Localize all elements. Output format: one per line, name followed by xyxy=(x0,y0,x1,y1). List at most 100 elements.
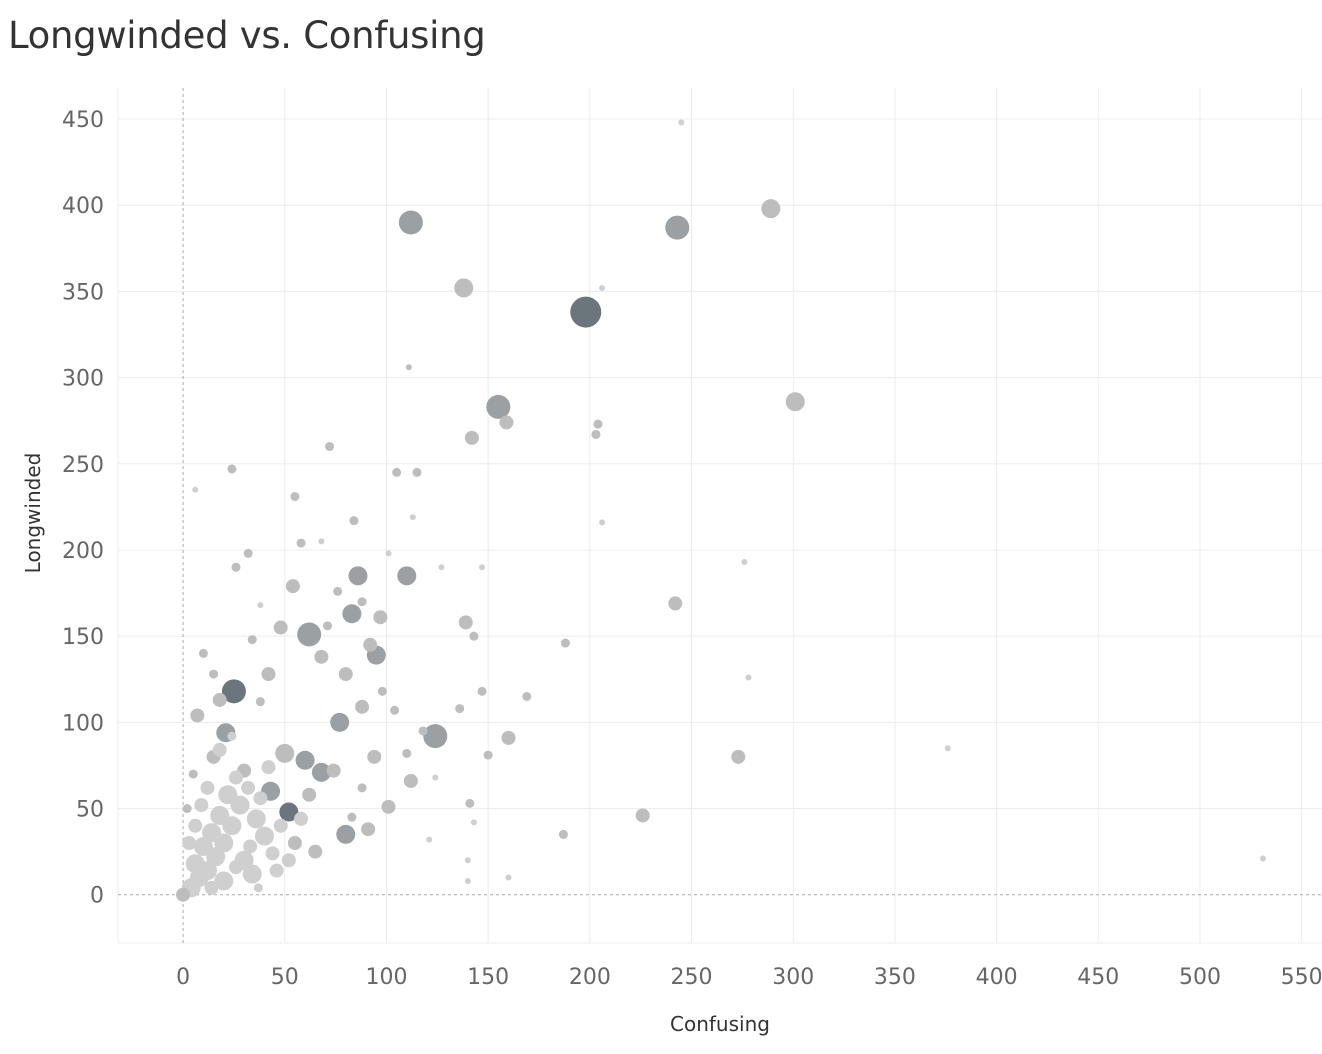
data-point xyxy=(469,631,479,641)
data-point xyxy=(336,824,356,844)
data-point xyxy=(241,780,256,795)
data-point xyxy=(188,818,203,833)
data-point xyxy=(265,846,280,861)
data-point xyxy=(373,610,388,625)
data-point xyxy=(349,516,359,526)
data-point xyxy=(745,674,752,681)
x-tick-label: 50 xyxy=(271,965,299,990)
data-point xyxy=(409,514,416,521)
data-point xyxy=(182,836,197,851)
data-point xyxy=(296,538,306,548)
data-point xyxy=(499,415,514,430)
data-point xyxy=(231,562,241,572)
data-point xyxy=(599,519,606,526)
data-point xyxy=(188,769,198,779)
data-point xyxy=(275,743,295,763)
data-point xyxy=(294,811,309,826)
data-point xyxy=(269,863,284,878)
data-point xyxy=(218,785,238,805)
data-point xyxy=(326,763,341,778)
data-point xyxy=(185,854,205,874)
data-point xyxy=(253,883,263,893)
x-tick-label: 150 xyxy=(467,965,509,990)
data-point xyxy=(741,559,748,566)
data-point xyxy=(464,430,479,445)
data-point xyxy=(355,699,370,714)
data-point xyxy=(246,809,266,829)
x-tick-label: 550 xyxy=(1281,965,1322,990)
data-point xyxy=(202,823,222,843)
data-point xyxy=(347,812,357,822)
data-point xyxy=(403,773,418,788)
data-point xyxy=(273,818,288,833)
data-point xyxy=(454,278,474,298)
data-point xyxy=(210,805,230,825)
data-point xyxy=(486,394,511,419)
data-point xyxy=(455,704,465,714)
data-point xyxy=(785,392,805,412)
data-point xyxy=(944,745,951,752)
data-point xyxy=(308,844,323,859)
data-point xyxy=(297,622,322,647)
data-point xyxy=(418,726,428,736)
data-point xyxy=(558,829,568,839)
x-tick-label: 100 xyxy=(365,965,407,990)
data-point xyxy=(1260,855,1267,862)
data-point xyxy=(560,638,570,648)
data-point xyxy=(253,791,268,806)
data-point xyxy=(227,464,237,474)
data-point xyxy=(635,808,650,823)
y-axis-tick-labels: 0 50 100 150 200 250 300 350 400 450 xyxy=(62,108,104,909)
data-point xyxy=(295,750,315,770)
data-point xyxy=(348,566,368,586)
data-point xyxy=(377,686,387,696)
data-point xyxy=(731,749,746,764)
y-tick-label: 250 xyxy=(62,453,104,478)
data-point xyxy=(330,712,350,732)
y-tick-label: 200 xyxy=(62,539,104,564)
data-point xyxy=(318,538,325,545)
data-point xyxy=(398,210,423,235)
data-point xyxy=(227,731,237,741)
data-point xyxy=(501,730,516,745)
x-axis-title: Confusing xyxy=(670,1012,770,1036)
data-point xyxy=(591,429,601,439)
zero-reference-lines xyxy=(118,88,1322,943)
data-point xyxy=(761,199,781,219)
data-point xyxy=(273,620,288,635)
x-tick-label: 300 xyxy=(772,965,814,990)
data-point xyxy=(221,679,246,704)
data-point xyxy=(678,119,685,126)
y-tick-label: 350 xyxy=(62,280,104,305)
data-point xyxy=(357,783,367,793)
y-tick-label: 0 xyxy=(90,884,104,909)
data-point xyxy=(385,550,392,557)
data-point xyxy=(522,691,532,701)
data-point xyxy=(247,635,257,645)
data-point xyxy=(261,760,276,775)
data-point xyxy=(342,604,362,624)
data-point xyxy=(290,492,300,502)
data-point xyxy=(665,215,690,240)
y-tick-label: 50 xyxy=(76,798,104,823)
data-point xyxy=(392,467,402,477)
data-point xyxy=(204,880,219,895)
data-point xyxy=(254,826,274,846)
data-point xyxy=(357,597,367,607)
data-point xyxy=(198,648,208,658)
data-point xyxy=(397,566,417,586)
data-point xyxy=(570,296,602,328)
data-point xyxy=(593,419,603,429)
data-point xyxy=(243,839,258,854)
data-point xyxy=(426,836,433,843)
data-point xyxy=(338,667,353,682)
data-point xyxy=(477,686,487,696)
data-point xyxy=(193,836,213,856)
data-point xyxy=(402,748,412,758)
data-point xyxy=(412,467,422,477)
data-point xyxy=(281,853,296,868)
data-point xyxy=(405,364,412,371)
data-point xyxy=(668,596,683,611)
data-point xyxy=(243,548,253,558)
